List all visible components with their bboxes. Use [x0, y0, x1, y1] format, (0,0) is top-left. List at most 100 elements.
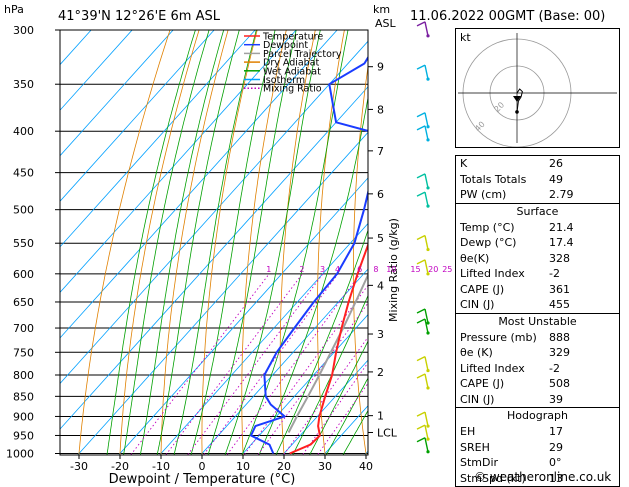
km-tick-label: 5: [377, 232, 384, 245]
mixing-ratio-label: 6: [357, 265, 362, 274]
most-unstable-value: 39: [549, 392, 563, 408]
wind-barb: [425, 357, 428, 371]
wind-barb-point: [426, 438, 429, 441]
wind-barb-point: [426, 205, 429, 208]
mixing-ratio-line: [215, 274, 360, 471]
legend-label: Mixing Ratio: [263, 84, 322, 95]
pressure-tick-label: 400: [13, 125, 34, 138]
surface-label: θe(K): [460, 251, 489, 267]
most-unstable-label: Lifted Index: [460, 361, 525, 377]
most-unstable-row: CIN (J)39: [456, 392, 619, 408]
wind-barb-flag: [417, 309, 425, 313]
wind-barb-flag: [417, 438, 425, 442]
mixing-ratio-label: 15: [410, 265, 420, 274]
index-value: 26: [549, 156, 563, 172]
index-label: PW (cm): [460, 187, 506, 203]
mixing-ratio-line: [306, 274, 445, 471]
mixing-ratio-label: 3: [320, 265, 325, 274]
x-axis-title: Dewpoint / Temperature (°C): [109, 472, 296, 486]
pressure-tick-label: 450: [13, 167, 34, 180]
hodograph-stat-label: SREH: [460, 440, 490, 456]
wind-barb-flag: [417, 425, 425, 429]
wind-barb-flag: [417, 126, 425, 130]
wind-barb-point: [426, 386, 429, 389]
wind-barb-point: [426, 186, 429, 189]
km-tick-label: LCL: [377, 426, 398, 439]
hodograph-title: Hodograph: [456, 408, 619, 424]
most-unstable-value: -2: [549, 361, 560, 377]
km-tick-label: 8: [377, 103, 384, 116]
mixing-ratio-label: 4: [335, 265, 340, 274]
wet-adiabat-line: [137, 6, 230, 471]
hodograph-stat-value: 29: [549, 440, 563, 456]
hodograph-stat-label: StmDir: [460, 455, 498, 471]
index-value: 49: [549, 172, 563, 188]
most-unstable-row: Pressure (mb)888: [456, 330, 619, 346]
pressure-tick-label: 750: [13, 346, 34, 359]
mixing-ratio-label: 8: [373, 265, 378, 274]
most-unstable-title: Most Unstable: [456, 314, 619, 330]
mixing-ratio-line: [119, 274, 269, 471]
copyright: © weatheronline.co.uk: [474, 470, 611, 484]
wind-barb-flag: [417, 374, 425, 378]
km-tick-label: 9: [377, 61, 384, 74]
most-unstable-label: Pressure (mb): [460, 330, 537, 346]
surface-label: Temp (°C): [460, 220, 515, 236]
most-unstable-row: Lifted Index -2: [456, 361, 619, 377]
pressure-tick-label: 900: [13, 410, 34, 423]
wind-barb-flag: [417, 65, 425, 69]
mixing-ratio-label: 2: [299, 265, 304, 274]
isotherm-line: [0, 6, 236, 471]
isotherm-line: [0, 6, 277, 471]
plot-frame: [60, 30, 368, 455]
pressure-tick-label: 850: [13, 390, 34, 403]
pressure-tick-label: 950: [13, 429, 34, 442]
wind-barb-point: [426, 450, 429, 453]
most-unstable-row: θe (K) 329: [456, 345, 619, 361]
surface-title: Surface: [456, 204, 619, 220]
surface-label: CIN (J): [460, 297, 494, 313]
wind-barb: [425, 412, 428, 426]
wind-barb-point: [426, 369, 429, 372]
km-tick-label: 4: [377, 279, 384, 292]
index-label: Totals Totals: [460, 172, 526, 188]
surface-value: 328: [549, 251, 570, 267]
surface-label: CAPE (J): [460, 282, 504, 298]
wind-barb: [425, 374, 428, 388]
km-tick-label: 6: [377, 188, 384, 201]
wind-barb: [425, 65, 428, 79]
hodograph-storm-point: [515, 110, 519, 114]
hodograph-ring-label: 20: [493, 100, 507, 114]
most-unstable-label: θe (K): [460, 345, 493, 361]
wind-barb-point: [426, 272, 429, 275]
wind-barb-flag: [417, 22, 425, 26]
mixing-ratio-label: 10: [386, 265, 396, 274]
index-value: 2.79: [549, 187, 574, 203]
temperature-tick-label: 40: [359, 460, 373, 473]
surface-value: 17.4: [549, 235, 574, 251]
wind-barb: [425, 22, 428, 36]
km-tick-label: 7: [377, 145, 384, 158]
surface-row: Lifted Index -2: [456, 266, 619, 282]
most-unstable-value: 329: [549, 345, 570, 361]
wind-barb-point: [426, 125, 429, 128]
mixing-ratio-label: 1: [266, 265, 271, 274]
km-tick-label: 1: [377, 410, 384, 423]
wind-barb-point: [426, 424, 429, 427]
surface-value: -2: [549, 266, 560, 282]
dry-adiabat-line: [422, 6, 452, 471]
surface-value: 361: [549, 282, 570, 298]
pressure-tick-label: 350: [13, 78, 34, 91]
surface-label: Lifted Index: [460, 266, 525, 282]
pressure-tick-label: 1000: [6, 448, 34, 461]
surface-value: 455: [549, 297, 570, 313]
wind-barb-point: [426, 78, 429, 81]
surface-row: CAPE (J) 361: [456, 282, 619, 298]
wind-barb-flag: [417, 236, 425, 240]
hodograph-ring-label: 40: [473, 120, 487, 134]
most-unstable-label: CAPE (J): [460, 376, 504, 392]
